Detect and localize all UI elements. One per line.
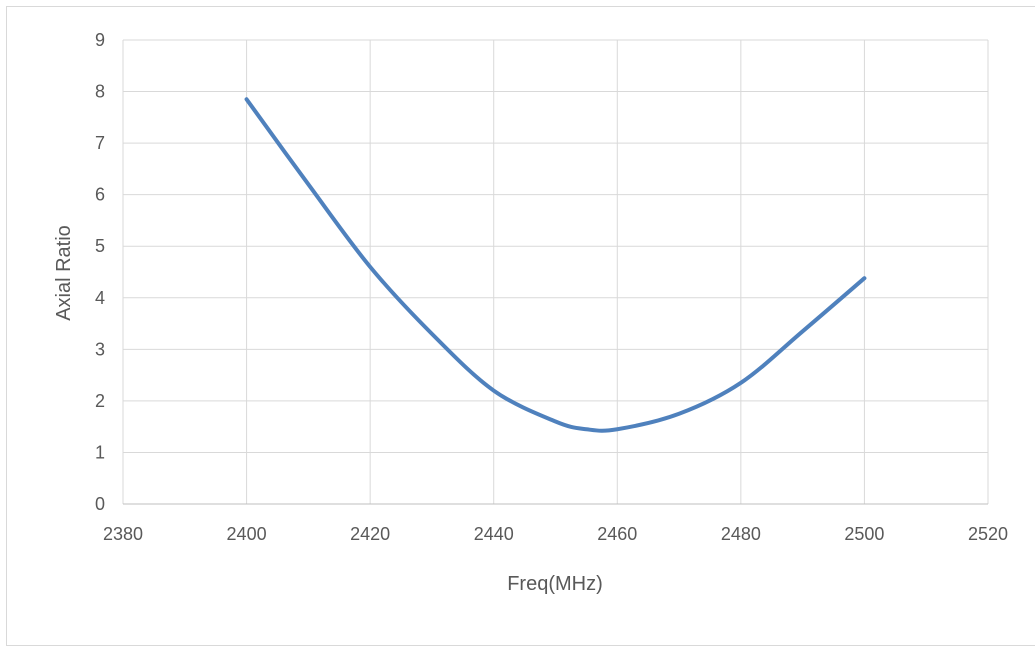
y-tick-label: 8 xyxy=(95,82,105,102)
series-line xyxy=(244,97,867,433)
x-tick-label: 2440 xyxy=(474,524,514,544)
y-tick-label: 0 xyxy=(95,494,105,514)
x-tick-label: 2380 xyxy=(103,524,143,544)
x-axis-title: Freq(MHz) xyxy=(507,573,603,595)
y-tick-label: 4 xyxy=(95,288,105,308)
x-tick-label: 2520 xyxy=(968,524,1008,544)
chart-frame xyxy=(6,6,1035,646)
x-tick-labels: 2380 2400 2420 2440 2460 2480 2500 2520 xyxy=(103,524,1008,544)
y-tick-labels: 0 1 2 3 4 5 6 7 8 9 xyxy=(95,30,105,514)
series-layer xyxy=(244,97,867,433)
x-tick-label: 2460 xyxy=(597,524,637,544)
grid-lines xyxy=(122,39,989,504)
x-tick-label: 2420 xyxy=(350,524,390,544)
y-tick-label: 2 xyxy=(95,391,105,411)
y-tick-label: 5 xyxy=(95,236,105,256)
y-tick-label: 7 xyxy=(95,133,105,153)
x-tick-label: 2400 xyxy=(227,524,267,544)
y-tick-label: 1 xyxy=(95,442,105,462)
x-tick-label: 2500 xyxy=(844,524,884,544)
y-tick-label: 9 xyxy=(95,30,105,50)
y-tick-label: 3 xyxy=(95,339,105,359)
y-axis-title: Axial Ratio xyxy=(53,225,75,321)
x-tick-label: 2480 xyxy=(721,524,761,544)
y-tick-label: 6 xyxy=(95,185,105,205)
